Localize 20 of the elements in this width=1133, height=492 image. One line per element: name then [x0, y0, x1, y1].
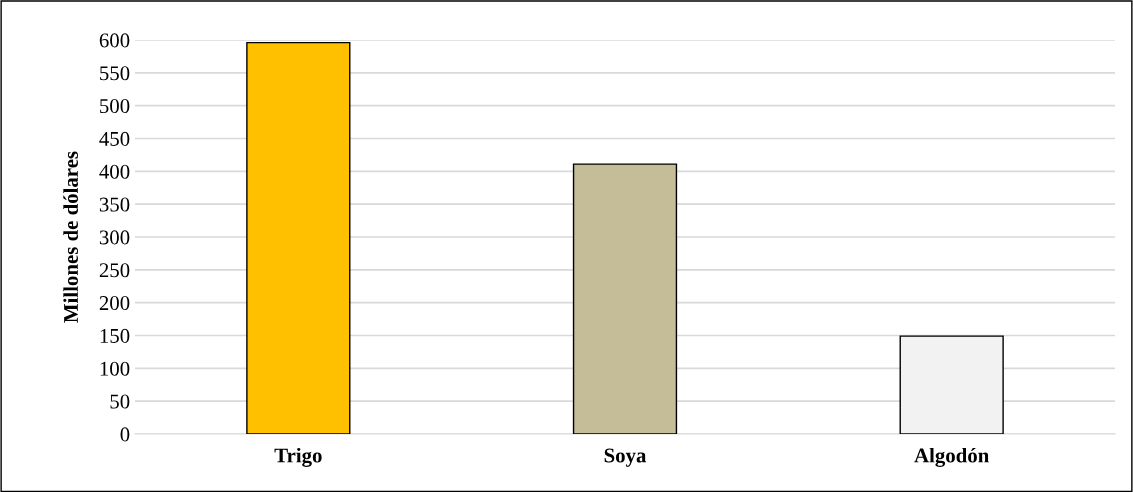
y-tick-label: 350: [99, 197, 130, 212]
y-tick-label: 450: [99, 131, 130, 146]
y-tick-label: 300: [99, 230, 130, 245]
y-tick-label: 600: [99, 33, 130, 48]
y-tick-label: 400: [99, 164, 130, 179]
bar: [572, 163, 678, 434]
x-tick-label: Soya: [604, 448, 647, 467]
y-tick-label: 150: [100, 328, 130, 343]
y-tick-label: 100: [100, 361, 130, 376]
y-tick-label: 250: [99, 263, 130, 278]
y-tick-label: 0: [120, 427, 130, 442]
bar: [246, 41, 351, 434]
y-tick-label: 200: [99, 296, 130, 311]
x-tick-label: Trigo: [274, 447, 322, 467]
y-tick-label: 550: [100, 66, 130, 81]
bar: [899, 335, 1004, 434]
x-tick-label: Algodón: [914, 447, 989, 467]
y-tick-label: 50: [110, 394, 130, 409]
y-tick-label: 500: [100, 99, 130, 114]
y-axis-title: Millones de dólares: [63, 151, 78, 323]
